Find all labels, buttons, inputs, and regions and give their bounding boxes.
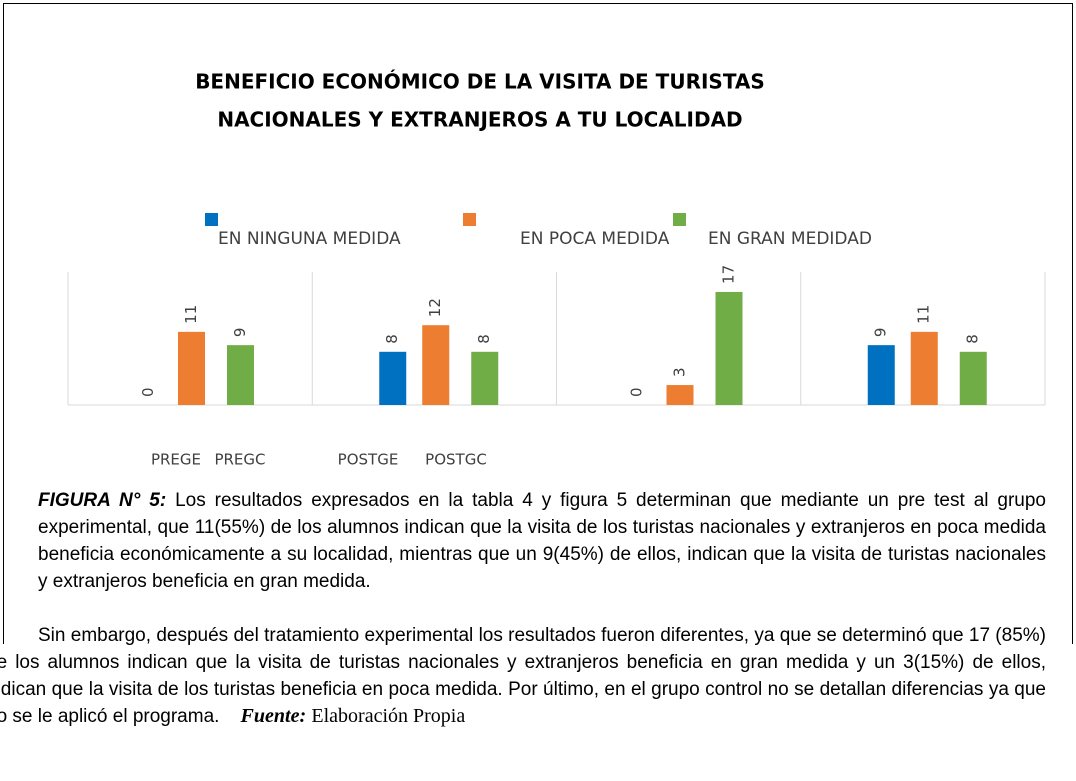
chart-title: BENEFICIO ECONÓMICO DE LA VISITA DE TURI… [195, 70, 765, 94]
data-label: 12 [426, 298, 444, 317]
data-label: 8 [383, 334, 401, 344]
data-label: 0 [628, 387, 646, 397]
x-tick-label: POSTGE [338, 451, 399, 469]
paragraph: FIGURA N° 5: Los resultados expresados e… [38, 487, 1046, 595]
x-tick-label: PREGE [151, 451, 201, 469]
data-label: 8 [475, 334, 493, 344]
legend-label: EN GRAN MEDIDAD [708, 229, 872, 249]
x-tick-label: PREGC [214, 451, 265, 469]
legend-label: EN POCA MEDIDA [520, 229, 670, 249]
chart-title: NACIONALES Y EXTRANJEROS A TU LOCALIDAD [217, 108, 742, 132]
legend-label: EN NINGUNA MEDIDA [218, 229, 401, 249]
text: Sin embargo, después del tratamiento exp… [0, 625, 1046, 727]
legend-swatch [463, 213, 476, 226]
source: Elaboración Propia [311, 705, 466, 727]
paragraph: Sin embargo, después del tratamiento exp… [0, 622, 1046, 730]
bar [959, 351, 987, 405]
bar [471, 351, 499, 405]
data-label: 8 [964, 334, 982, 344]
data-label: 9 [872, 328, 890, 338]
bar [715, 291, 743, 405]
legend-swatch [673, 213, 686, 226]
bar [867, 345, 895, 405]
figure-label: FIGURA N° 5: [38, 490, 167, 511]
chart: BENEFICIO ECONÓMICO DE LA VISITA DE TURI… [67, 70, 1046, 469]
data-label: 3 [671, 368, 689, 378]
data-label: 11 [182, 305, 200, 324]
frame [3, 3, 1073, 644]
text: Los resultados expresados en la tabla 4 … [38, 490, 1046, 592]
clip: Sin embargo, después del tratamiento exp… [0, 622, 1076, 781]
data-label: 0 [139, 387, 157, 397]
bar [666, 385, 694, 405]
x-tick-label: POSTGC [425, 451, 487, 469]
data-label: 11 [915, 305, 933, 324]
bar [910, 331, 938, 405]
data-label: 17 [720, 265, 738, 284]
legend-swatch [205, 213, 218, 226]
data-label: 9 [231, 328, 249, 338]
source-label: Fuente: [240, 705, 307, 727]
bar [178, 331, 205, 405]
bar [227, 345, 254, 405]
bar [379, 351, 407, 405]
bar [422, 325, 450, 405]
